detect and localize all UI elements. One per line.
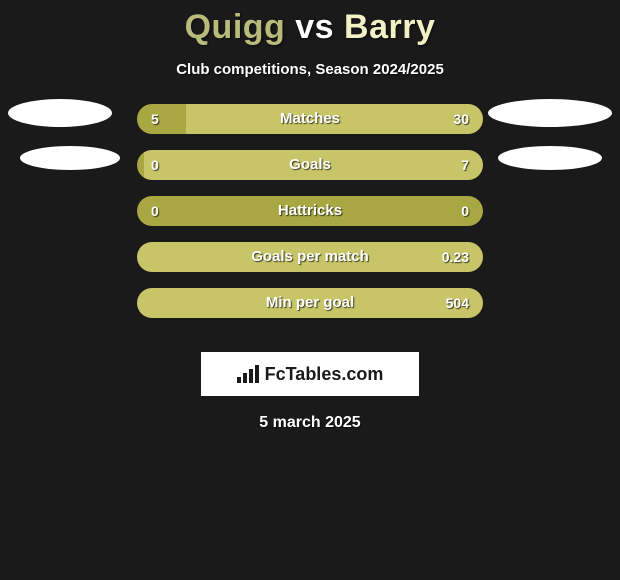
stat-row: 00Hattricks — [0, 196, 620, 226]
stat-row: 0.23Goals per match — [0, 242, 620, 272]
title-player2: Barry — [344, 8, 435, 46]
stat-metric-label: Goals — [137, 150, 483, 180]
bar-chart-icon — [237, 365, 259, 383]
stat-bar: 530Matches — [137, 104, 483, 134]
stat-bar: 0.23Goals per match — [137, 242, 483, 272]
subtitle: Club competitions, Season 2024/2025 — [0, 61, 620, 78]
comparison-chart: 530Matches 07Goals 00Hattricks 0.23Goals pe… — [0, 104, 620, 344]
stat-metric-label: Hattricks — [137, 196, 483, 226]
stat-bar: 07Goals — [137, 150, 483, 180]
logo-text: FcTables.com — [265, 364, 384, 385]
title-player1: Quigg — [185, 8, 286, 46]
stat-row: 530Matches — [0, 104, 620, 134]
stat-row: 504Min per goal — [0, 288, 620, 318]
stat-metric-label: Min per goal — [137, 288, 483, 318]
logo-box: FcTables.com — [201, 352, 419, 396]
stat-bar: 00Hattricks — [137, 196, 483, 226]
stat-bar: 504Min per goal — [137, 288, 483, 318]
stat-row: 07Goals — [0, 150, 620, 180]
title-vs: vs — [295, 8, 334, 46]
stat-metric-label: Goals per match — [137, 242, 483, 272]
footer-date: 5 march 2025 — [0, 414, 620, 432]
stat-metric-label: Matches — [137, 104, 483, 134]
page-title: Quigg vs Barry — [0, 0, 620, 47]
logo: FcTables.com — [237, 364, 384, 385]
